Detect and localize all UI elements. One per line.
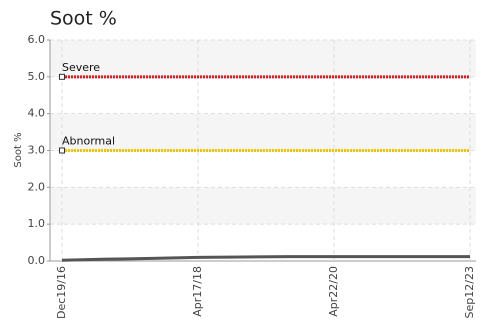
threshold-label: Abnormal	[62, 135, 115, 148]
x-tick-label: Apr17/18	[191, 266, 204, 317]
y-tick-label: 6.0	[28, 33, 46, 46]
threshold-label: Severe	[62, 61, 100, 74]
x-tick-label: Sep12/23	[463, 266, 476, 318]
y-tick-label: 0.0	[28, 254, 46, 267]
plot-band	[50, 113, 476, 151]
threshold-marker	[59, 147, 65, 154]
threshold-marker	[59, 73, 65, 80]
y-tick-label: 2.0	[28, 180, 46, 193]
y-tick-label: 5.0	[28, 70, 46, 83]
y-tick-label: 3.0	[28, 144, 46, 157]
chart-title: Soot %	[50, 8, 117, 30]
y-axis-label: Soot %	[13, 132, 24, 167]
x-tick-label: Apr22/20	[327, 266, 340, 317]
plot-band	[50, 40, 476, 77]
y-tick-label: 1.0	[28, 217, 46, 230]
x-tick-label: Dec19/16	[55, 266, 68, 319]
plot-band	[50, 187, 476, 225]
data-line	[61, 255, 470, 262]
y-tick-label: 4.0	[28, 107, 46, 120]
